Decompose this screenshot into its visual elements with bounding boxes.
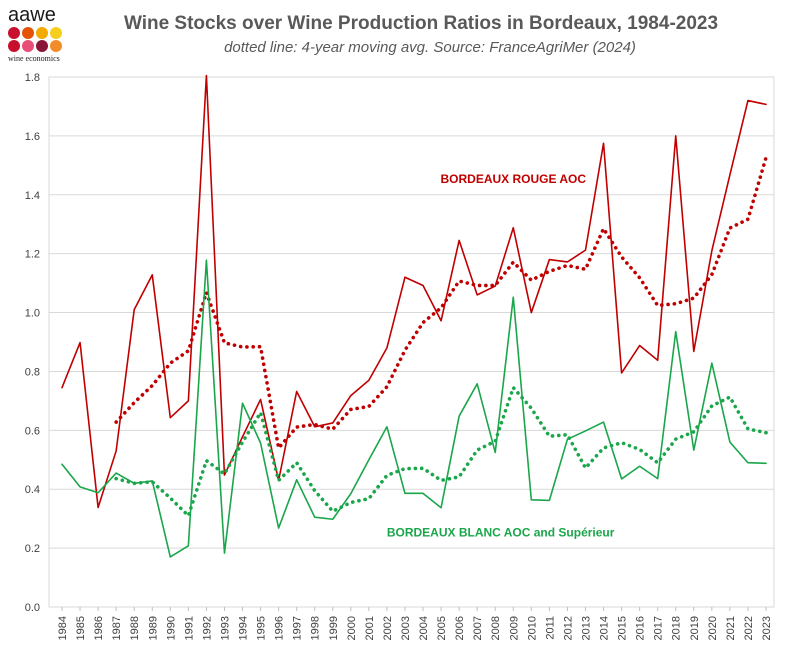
- x-tick-label: 1994: [238, 616, 250, 640]
- logo-dot: [50, 27, 62, 39]
- x-tick-label: 2006: [454, 616, 466, 640]
- x-tick-label: 1988: [129, 616, 141, 640]
- x-tick-label: 2003: [400, 616, 412, 640]
- y-tick-label: 0.4: [25, 484, 40, 496]
- y-tick-label: 1.4: [25, 190, 40, 202]
- series-annotation: BORDEAUX ROUGE AOC: [440, 172, 586, 186]
- x-tick-label: 2009: [508, 616, 520, 640]
- chart-subtitle: dotted line: 4-year moving avg. Source: …: [224, 39, 636, 56]
- logo-subtitle: wine economics: [8, 54, 60, 63]
- x-tick-label: 1984: [57, 616, 69, 640]
- y-tick-label: 1.2: [25, 249, 40, 261]
- x-tick-label: 1995: [256, 616, 268, 640]
- x-tick-label: 2012: [562, 616, 574, 640]
- y-tick-label: 0.8: [25, 366, 40, 378]
- x-tick-label: 2002: [382, 616, 394, 640]
- x-tick-label: 2004: [418, 616, 430, 640]
- x-tick-label: 1998: [310, 616, 322, 640]
- moving-avg-line-rouge: [114, 155, 768, 450]
- x-tick-label: 1992: [201, 616, 213, 640]
- x-tick-label: 1990: [165, 616, 177, 640]
- x-tick-label: 2019: [689, 616, 701, 640]
- y-tick-label: 1.6: [25, 131, 40, 143]
- logo-dot: [22, 27, 34, 39]
- x-tick-label: 2021: [725, 616, 737, 640]
- y-tick-label: 1.8: [25, 72, 40, 84]
- series-annotation: BORDEAUX BLANC AOC and Supérieur: [387, 525, 615, 539]
- y-tick-label: 0.0: [25, 602, 40, 614]
- x-tick-label: 2000: [346, 616, 358, 640]
- x-tick-label: 2018: [671, 616, 683, 640]
- x-tick-label: 1999: [328, 616, 340, 640]
- logo-dot: [22, 40, 34, 52]
- logo-dot: [50, 40, 62, 52]
- x-tick-label: 1993: [219, 616, 231, 640]
- x-tick-label: 1986: [93, 616, 105, 640]
- x-tick-label: 2023: [761, 616, 773, 640]
- series-line-blanc: [61, 259, 767, 558]
- gridlines: [49, 76, 774, 608]
- annotations: BORDEAUX ROUGE AOC BORDEAUX BLANC AOC and…: [387, 172, 615, 539]
- x-tick-label: 1989: [147, 616, 159, 640]
- x-tick-label: 2013: [580, 616, 592, 640]
- y-tick-label: 1.0: [25, 308, 40, 320]
- y-tick-label: 0.6: [25, 425, 40, 437]
- x-tick-label: 1996: [274, 616, 286, 640]
- x-tick-label: 2001: [364, 616, 376, 640]
- y-axis-ticks: 0.0 0.2 0.4 0.6 0.8 1.0 1.2 1.4 1.6 1.8: [25, 72, 40, 614]
- series-layer: [61, 74, 768, 558]
- aawe-logo: aawe wine economics: [8, 4, 62, 63]
- logo-dot: [8, 40, 20, 52]
- x-tick-label: 2005: [436, 616, 448, 640]
- x-axis-ticks: 1984 1985 1986 1987 1988 1989 1990 1991 1992 1993…: [57, 607, 773, 640]
- logo-name: aawe: [8, 4, 56, 26]
- chart-title: Wine Stocks over Wine Production Ratios …: [124, 13, 718, 34]
- x-tick-label: 1985: [75, 616, 87, 640]
- x-tick-label: 2011: [544, 616, 556, 640]
- x-tick-label: 2007: [472, 616, 484, 640]
- x-tick-label: 1987: [111, 616, 123, 640]
- x-tick-label: 2014: [599, 616, 611, 640]
- x-tick-label: 2016: [635, 616, 647, 640]
- logo-dot: [8, 27, 20, 39]
- x-tick-label: 2017: [653, 616, 665, 640]
- x-tick-label: 2015: [617, 616, 629, 640]
- x-tick-label: 2010: [526, 616, 538, 640]
- y-tick-label: 0.2: [25, 543, 40, 555]
- x-tick-label: 2020: [707, 616, 719, 640]
- moving-avg-line-blanc: [114, 385, 768, 518]
- series-line-rouge: [61, 74, 767, 509]
- x-tick-label: 1997: [292, 616, 304, 640]
- x-tick-label: 1991: [183, 616, 195, 640]
- logo-dot: [36, 27, 48, 39]
- logo-dot: [36, 40, 48, 52]
- x-tick-label: 2008: [490, 616, 502, 640]
- plot-area: 0.00.20.40.60.81.01.21.41.61.8 1984 1985 1…: [25, 72, 775, 640]
- x-tick-label: 2022: [743, 616, 755, 640]
- logo-dots: [8, 27, 62, 52]
